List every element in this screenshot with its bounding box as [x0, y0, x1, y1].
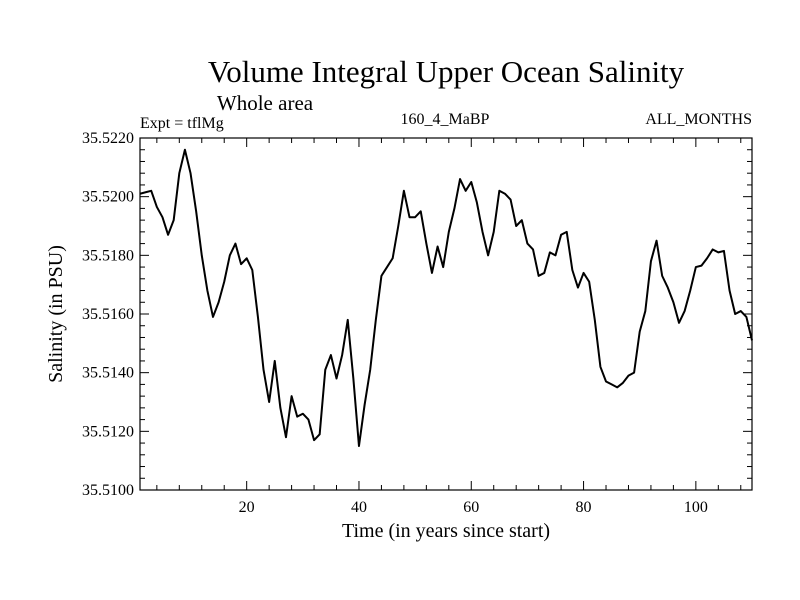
axis-ticks	[140, 137, 752, 491]
y-tick-label: 35.5200	[82, 189, 134, 206]
x-tick-label: 60	[463, 499, 479, 516]
x-tick-label: 100	[684, 499, 708, 516]
y-tick-label: 35.5160	[82, 306, 134, 323]
y-tick-label: 35.5120	[82, 423, 134, 440]
salinity-series-line	[139, 148, 753, 447]
x-tick-label: 20	[239, 499, 255, 516]
months-label: ALL_MONTHS	[645, 111, 752, 128]
chart-subtitle: Whole area	[217, 91, 314, 115]
x-tick-label: 40	[351, 499, 367, 516]
y-tick-label: 35.5140	[82, 365, 134, 382]
y-axis-label: Salinity (in PSU)	[45, 245, 67, 383]
run-label: 160_4_MaBP	[401, 111, 490, 128]
y-tick-label: 35.5100	[82, 482, 134, 499]
y-tick-label: 35.5180	[82, 247, 134, 264]
y-tick-label: 35.5220	[82, 130, 134, 147]
x-axis-label: Time (in years since start)	[342, 520, 550, 542]
axis-tick-labels: 20 40 60 80 100 35.5100 35.5120 35.5140 35.5160 3…	[82, 130, 708, 516]
experiment-label: Expt = tflMg	[140, 115, 224, 132]
x-tick-label: 80	[576, 499, 592, 516]
chart-title: Volume Integral Upper Ocean Salinity	[208, 54, 685, 89]
plot-frame	[139, 137, 753, 491]
